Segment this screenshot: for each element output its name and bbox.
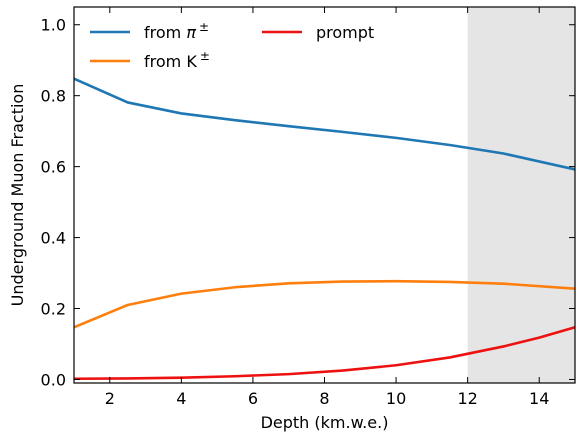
shaded-region [467,7,575,383]
series-line-2 [74,279,575,329]
legend-label-1: from π ± [144,20,209,42]
legend-label-2: from K ± [144,49,210,71]
y-tick-label: 0.6 [41,158,66,177]
y-axis-label: Underground Muon Fraction [8,84,27,307]
legend-label-3: prompt [316,23,374,42]
x-tick-label: 6 [248,389,258,408]
legend: from π ± from K ± prompt [90,20,374,71]
axes: 2 4 6 8 10 12 14 0.0 0.2 0.4 0.6 0.8 1.0 [41,6,576,408]
x-tick-label: 10 [386,389,406,408]
x-tick-label: 2 [105,389,115,408]
y-tick-label: 0.8 [41,87,66,106]
y-tick-label: 0.2 [41,300,66,319]
y-tick-label: 0.4 [41,229,66,248]
x-tick-label: 4 [176,389,186,408]
plot-area [74,7,575,383]
y-tick-label: 1.0 [41,16,66,35]
x-tick-label: 8 [319,389,329,408]
series-line-1 [74,77,575,171]
x-tick-label: 14 [529,389,549,408]
series-line-3 [74,326,575,381]
x-tick-label: 12 [457,389,477,408]
y-tick-label: 0.0 [41,370,66,389]
x-axis-label: Depth (km.w.e.) [261,413,389,432]
